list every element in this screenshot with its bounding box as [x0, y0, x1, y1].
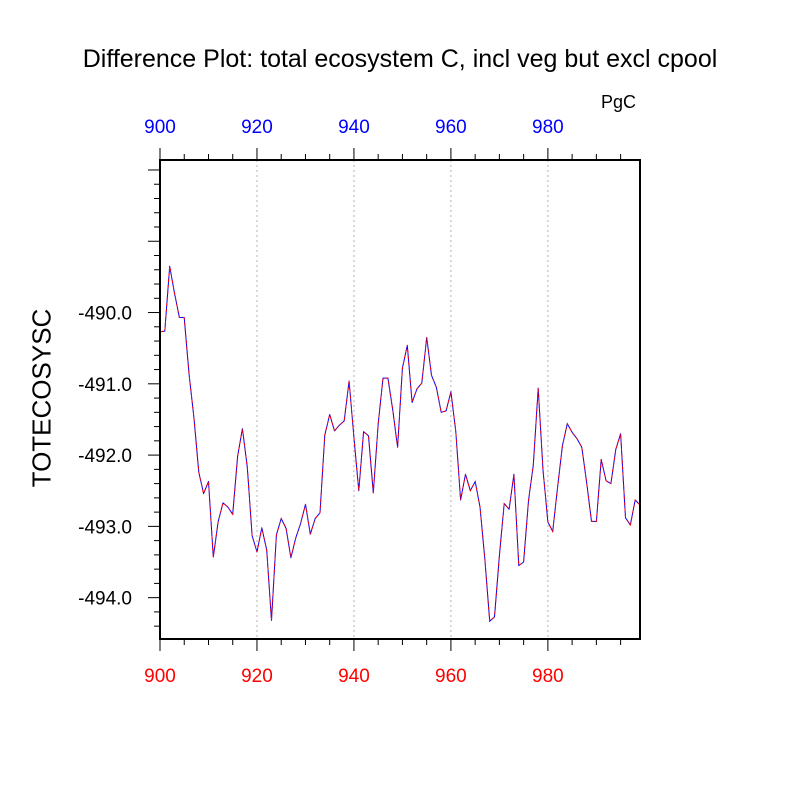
y-tick-label: -491.0: [78, 375, 132, 396]
x-top-tick-label: 920: [241, 117, 273, 138]
y-tick-label: -494.0: [78, 589, 132, 610]
series-line-blue: [159, 265, 641, 622]
chart-title: Difference Plot: total ecosystem C, incl…: [82, 45, 718, 73]
y-tick-label: -490.0: [78, 304, 132, 325]
x-top-tick-label: 900: [144, 117, 176, 138]
y-tick-label: -492.0: [78, 446, 132, 467]
y-tick-label: -493.0: [78, 517, 132, 538]
x-top-tick-label: 960: [435, 117, 467, 138]
x-top-tick-label: 980: [532, 117, 564, 138]
units-label: PgC: [601, 92, 637, 112]
axis-ticks: [148, 148, 622, 651]
plot-frame: [159, 159, 641, 640]
x-tick-label: 940: [338, 666, 370, 687]
series-lines: [159, 265, 641, 623]
tick-labels: 900 900 920 920 940 940 960 960 980 980 -490.0 -491…: [78, 117, 564, 687]
x-tick-label: 900: [144, 666, 176, 687]
x-tick-label: 980: [532, 666, 564, 687]
x-tick-label: 960: [435, 666, 467, 687]
grid-lines: [256, 160, 549, 639]
series-line-red-dashed: [159, 266, 641, 623]
x-tick-label: 920: [241, 666, 273, 687]
x-top-tick-label: 940: [338, 117, 370, 138]
